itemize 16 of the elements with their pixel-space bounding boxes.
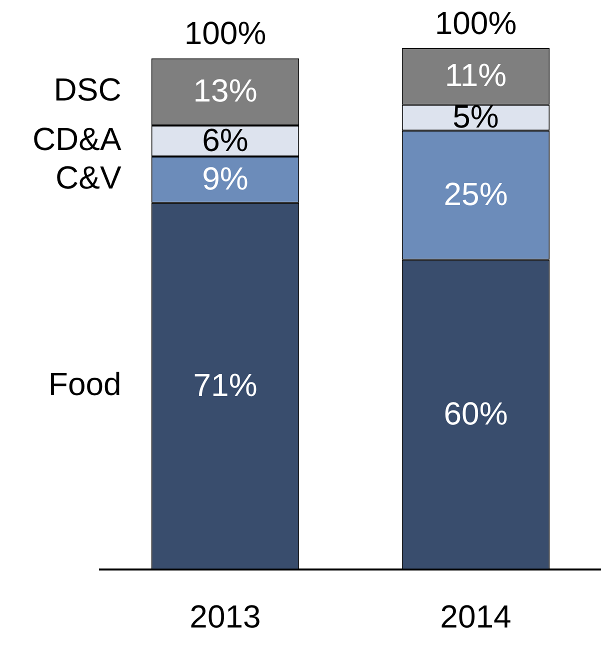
data-label: 6% — [202, 122, 248, 158]
data-label: 13% — [193, 72, 258, 109]
series-label: Food — [48, 366, 122, 402]
data-label: 60% — [444, 395, 508, 432]
data-label: 5% — [452, 98, 499, 135]
data-label: 71% — [193, 367, 258, 404]
total-label: 100% — [434, 4, 517, 41]
series-label: C&V — [56, 160, 122, 196]
total-label: 100% — [184, 15, 266, 52]
series-label: CD&A — [32, 120, 122, 157]
series-label: DSC — [54, 72, 122, 108]
data-label: 25% — [444, 176, 508, 212]
data-label: 9% — [202, 160, 248, 197]
x-tick-label: 2013 — [190, 598, 261, 635]
data-label: 11% — [444, 57, 507, 94]
x-tick-label: 2014 — [440, 598, 512, 635]
